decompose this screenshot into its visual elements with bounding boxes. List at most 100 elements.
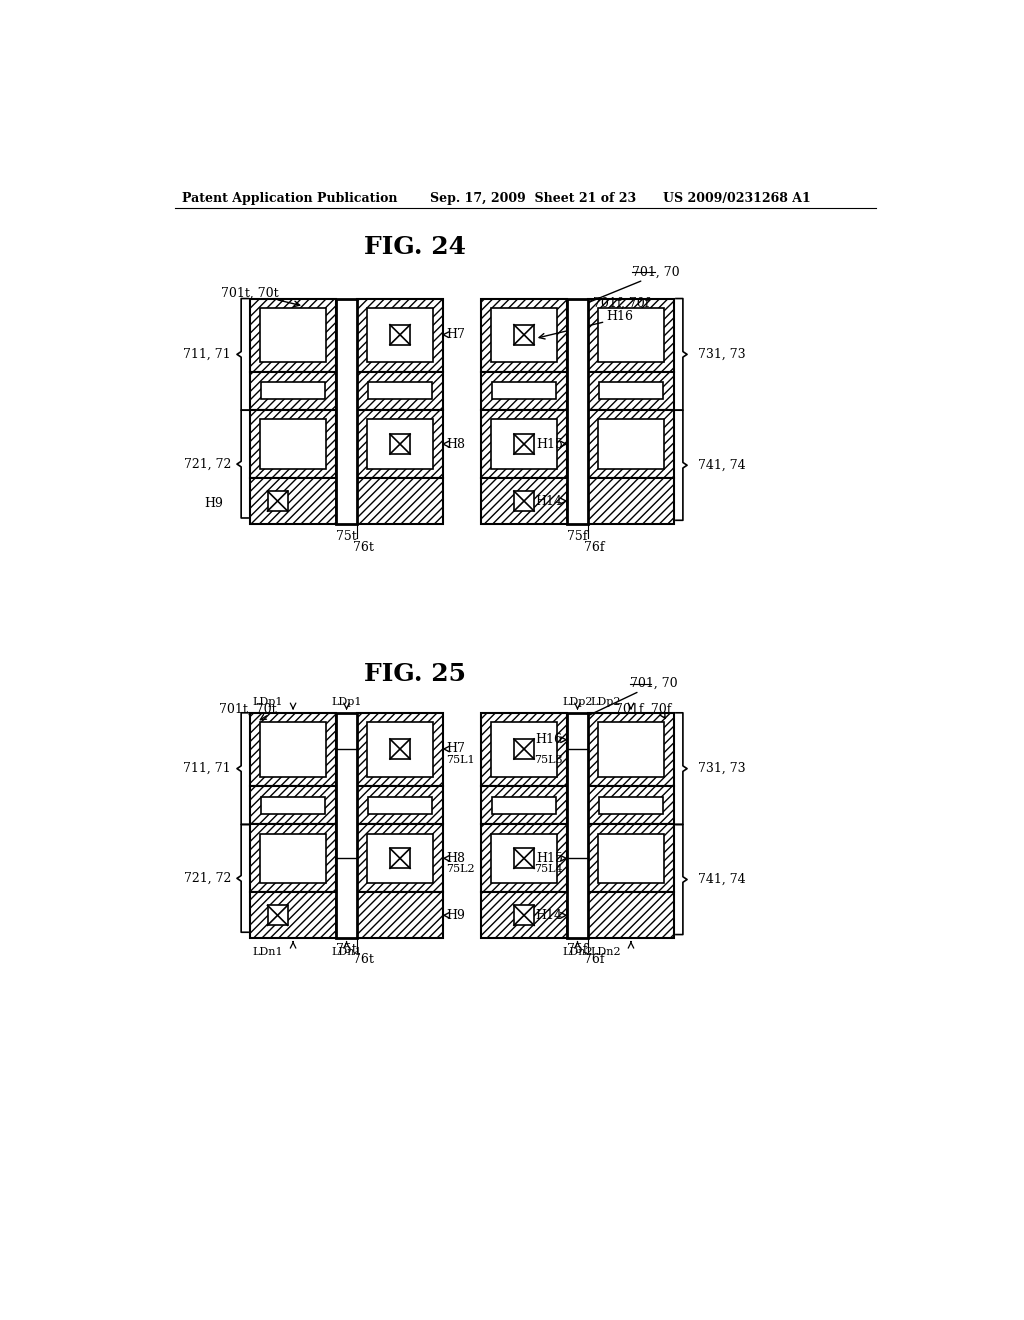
Text: 721, 72: 721, 72 <box>183 458 231 471</box>
Bar <box>589 713 674 785</box>
Bar <box>336 896 357 933</box>
Text: 75L1: 75L1 <box>446 755 475 764</box>
Bar <box>566 896 589 933</box>
Bar <box>390 849 410 869</box>
Text: 701t, 70t: 701t, 70t <box>221 286 279 300</box>
Bar <box>598 308 665 363</box>
Text: LDp2: LDp2 <box>591 697 622 708</box>
Bar <box>514 325 535 345</box>
Bar <box>260 420 327 469</box>
Text: H8: H8 <box>446 437 466 450</box>
Text: 711, 71: 711, 71 <box>183 347 231 360</box>
Bar <box>481 298 566 372</box>
Bar <box>598 722 665 776</box>
Text: 701, 70: 701, 70 <box>630 677 678 690</box>
Text: H9: H9 <box>446 908 465 921</box>
Text: LDp1: LDp1 <box>331 697 361 708</box>
Bar <box>589 411 674 478</box>
Bar <box>493 797 556 813</box>
Text: 701, 70: 701, 70 <box>632 265 679 279</box>
Bar <box>490 722 557 776</box>
Bar <box>251 478 442 524</box>
Text: LDn1: LDn1 <box>253 948 284 957</box>
Bar <box>357 825 442 892</box>
Text: LDn1: LDn1 <box>331 948 361 957</box>
Bar <box>357 298 442 372</box>
Text: LDp1: LDp1 <box>253 697 284 708</box>
Bar <box>260 722 327 776</box>
Text: 75L4: 75L4 <box>535 865 563 874</box>
Bar <box>357 713 442 785</box>
Text: 731, 73: 731, 73 <box>697 347 745 360</box>
Bar <box>566 298 589 524</box>
Bar <box>589 298 674 372</box>
Text: 75L3: 75L3 <box>535 755 563 764</box>
Text: LDn2: LDn2 <box>562 948 593 957</box>
Bar <box>260 308 327 363</box>
Text: LDp2: LDp2 <box>562 697 593 708</box>
Text: H14: H14 <box>536 495 563 508</box>
Bar <box>367 722 433 776</box>
Bar <box>390 739 410 759</box>
Text: H15: H15 <box>536 437 563 450</box>
Bar <box>267 906 288 925</box>
Bar <box>481 411 566 478</box>
Bar <box>514 906 535 925</box>
Text: 741, 74: 741, 74 <box>697 873 745 886</box>
Text: 76t: 76t <box>353 541 374 554</box>
Bar <box>251 785 336 825</box>
Text: H14: H14 <box>536 908 563 921</box>
Bar <box>390 434 410 454</box>
Bar <box>369 797 432 813</box>
Bar <box>261 797 325 813</box>
Bar <box>490 834 557 883</box>
Bar <box>336 483 357 520</box>
Text: 75t: 75t <box>336 942 357 956</box>
Bar <box>367 420 433 469</box>
Bar <box>481 825 566 892</box>
Bar <box>251 713 336 785</box>
Bar <box>357 372 442 411</box>
Text: LDn2: LDn2 <box>591 948 622 957</box>
Bar <box>251 825 336 892</box>
Text: 721, 72: 721, 72 <box>183 871 231 884</box>
Bar <box>598 834 665 883</box>
Text: 711, 71: 711, 71 <box>183 762 231 775</box>
Bar <box>514 434 535 454</box>
Bar <box>260 834 327 883</box>
Bar <box>599 383 663 400</box>
Bar <box>367 308 433 363</box>
Bar <box>490 308 557 363</box>
Bar <box>367 834 433 883</box>
Bar <box>514 491 535 511</box>
Bar <box>599 797 663 813</box>
Text: FIG. 25: FIG. 25 <box>364 663 466 686</box>
Text: Patent Application Publication: Patent Application Publication <box>182 191 397 205</box>
Bar <box>589 372 674 411</box>
Bar <box>481 785 566 825</box>
Bar <box>251 892 442 939</box>
Bar <box>514 849 535 869</box>
Bar <box>251 298 336 372</box>
Bar <box>589 825 674 892</box>
Bar <box>251 411 336 478</box>
Bar <box>598 420 665 469</box>
Bar <box>261 383 325 400</box>
Text: 701f, 70f: 701f, 70f <box>614 704 671 717</box>
Text: H7: H7 <box>446 742 465 755</box>
Bar <box>481 713 566 785</box>
Text: H7: H7 <box>446 329 465 342</box>
Bar <box>481 478 674 524</box>
Text: 75f: 75f <box>567 529 588 543</box>
Text: H8: H8 <box>446 851 466 865</box>
Text: H15: H15 <box>536 851 563 865</box>
Bar <box>481 372 566 411</box>
Bar <box>251 372 336 411</box>
Text: H16: H16 <box>536 733 563 746</box>
Text: 75t: 75t <box>336 529 357 543</box>
Text: 76f: 76f <box>585 541 605 554</box>
Text: H9: H9 <box>205 496 223 510</box>
Bar <box>566 713 589 939</box>
Bar <box>589 785 674 825</box>
Text: 701f, 70f: 701f, 70f <box>593 297 649 310</box>
